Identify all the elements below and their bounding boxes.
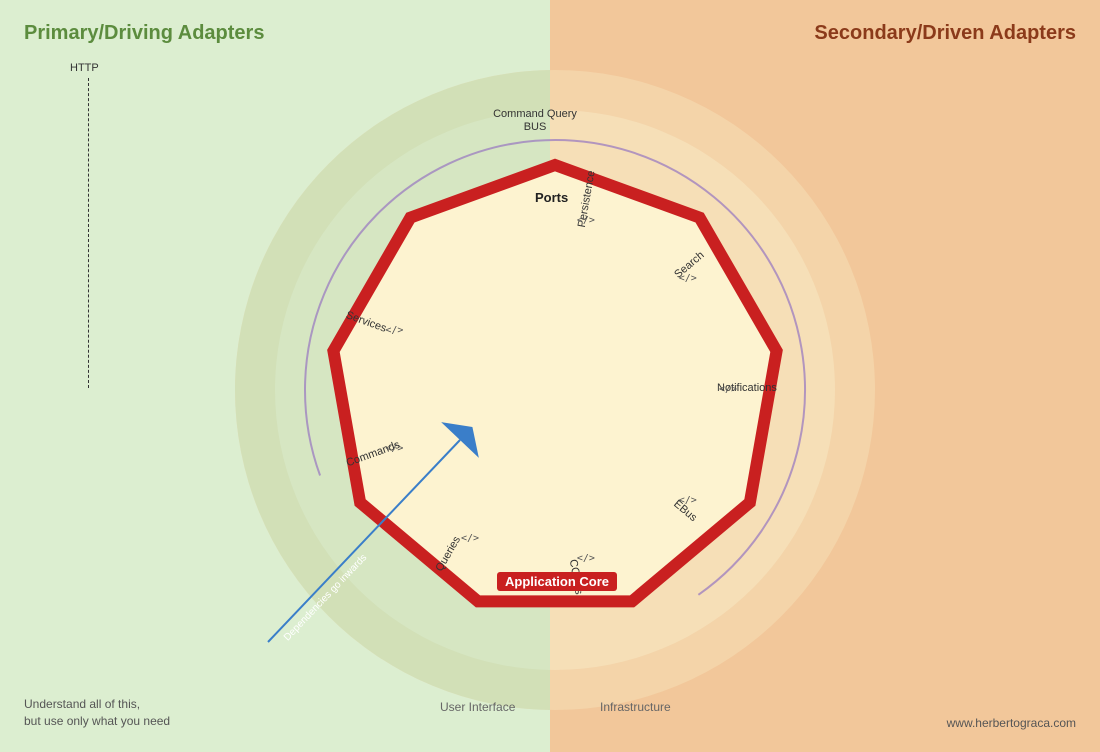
ports-label: Ports (535, 190, 568, 205)
infra-layer-label: Infrastructure (600, 700, 671, 714)
application-core-label: Application Core (497, 572, 617, 591)
http-label: HTTP (70, 62, 99, 74)
secondary-title: Secondary/Driven Adapters (814, 22, 1076, 45)
cq-bus-label: Command QueryBUS (490, 108, 580, 134)
diagram-canvas: Command QueryBUSQueries</>Commands</>Ser… (0, 0, 1100, 752)
footer-note: Understand all of this,but use only what… (24, 696, 170, 730)
credit: www.herbertograca.com (947, 716, 1076, 730)
ui-layer-label: User Interface (440, 700, 515, 714)
primary-title: Primary/Driving Adapters (24, 22, 264, 45)
